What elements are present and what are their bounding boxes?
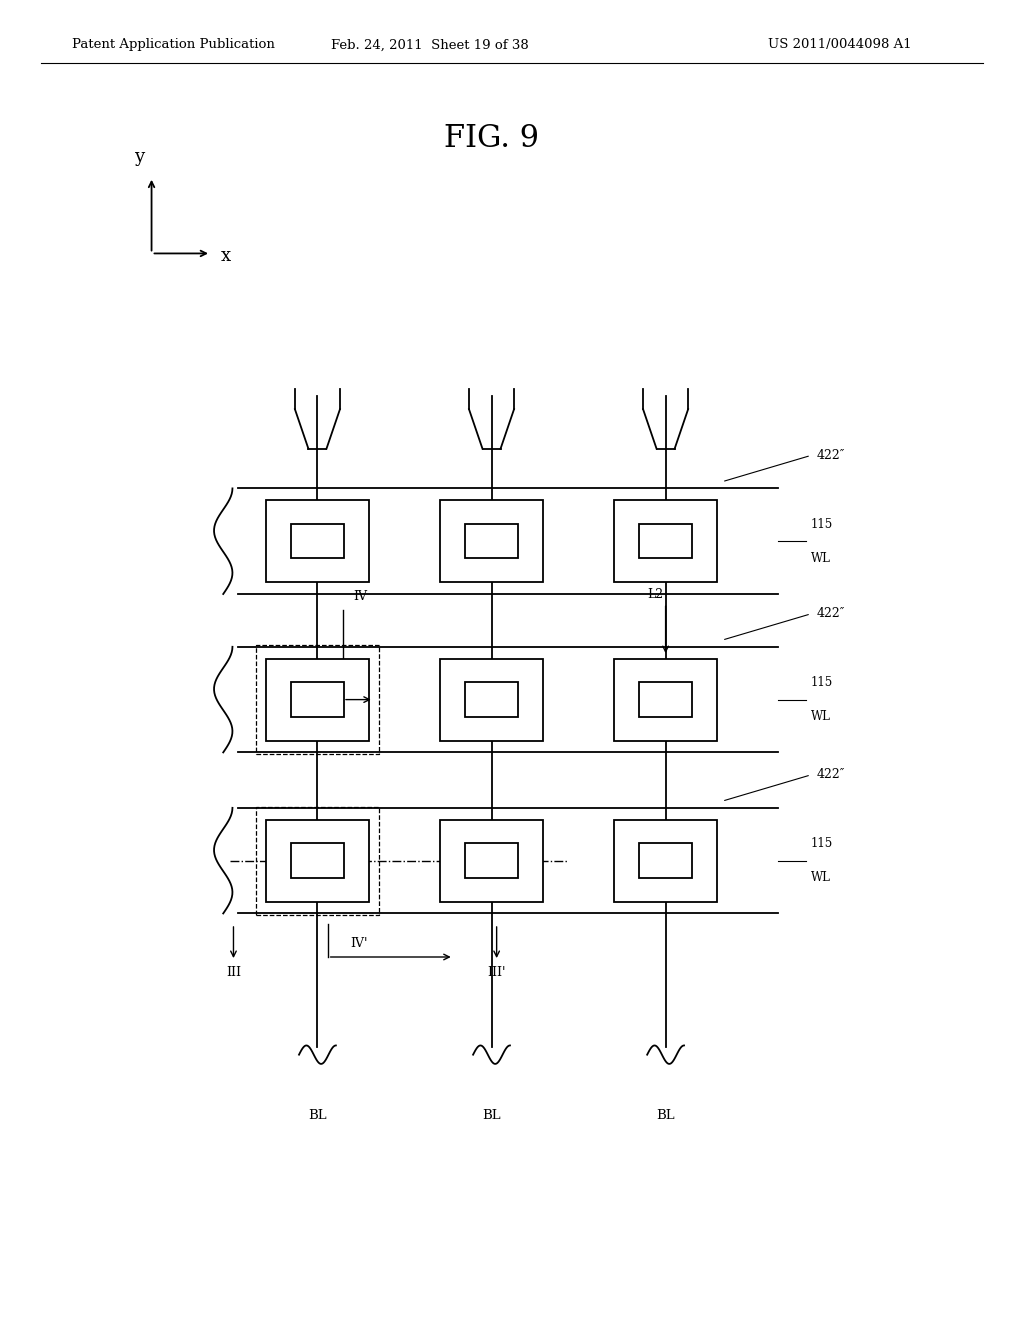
Text: US 2011/0044098 A1: US 2011/0044098 A1 [768,38,911,51]
Bar [639,524,692,558]
Text: 115: 115 [811,837,834,850]
Text: III': III' [487,966,506,979]
Bar [465,524,518,558]
Text: WL: WL [811,710,830,723]
Bar [256,807,379,915]
Text: 115: 115 [811,676,834,689]
Bar [614,500,717,582]
Bar [440,820,543,902]
Bar [614,659,717,741]
Bar [440,500,543,582]
Text: 422″: 422″ [816,449,845,462]
Text: x: x [221,247,231,265]
Bar [440,659,543,741]
Bar [266,820,369,902]
Bar [465,843,518,878]
Text: BL: BL [482,1109,501,1122]
Text: IV': IV' [350,937,368,950]
Text: WL: WL [811,552,830,565]
Text: L2: L2 [647,587,664,601]
Text: FIG. 9: FIG. 9 [444,123,539,154]
Text: Feb. 24, 2011  Sheet 19 of 38: Feb. 24, 2011 Sheet 19 of 38 [331,38,529,51]
Text: IV: IV [353,590,368,603]
Text: y: y [134,148,144,166]
Text: 115: 115 [811,517,834,531]
Bar [614,820,717,902]
Text: III: III [226,966,241,979]
Bar [639,843,692,878]
Bar [266,500,369,582]
Text: BL: BL [656,1109,675,1122]
Bar [291,682,344,717]
Bar [266,659,369,741]
Text: Patent Application Publication: Patent Application Publication [72,38,274,51]
Text: 422″: 422″ [816,768,845,781]
Bar [639,682,692,717]
Text: BL: BL [308,1109,327,1122]
Bar [291,843,344,878]
Bar [291,524,344,558]
Text: 422″: 422″ [816,607,845,620]
Bar [465,682,518,717]
Bar [256,645,379,754]
Text: WL: WL [811,871,830,884]
